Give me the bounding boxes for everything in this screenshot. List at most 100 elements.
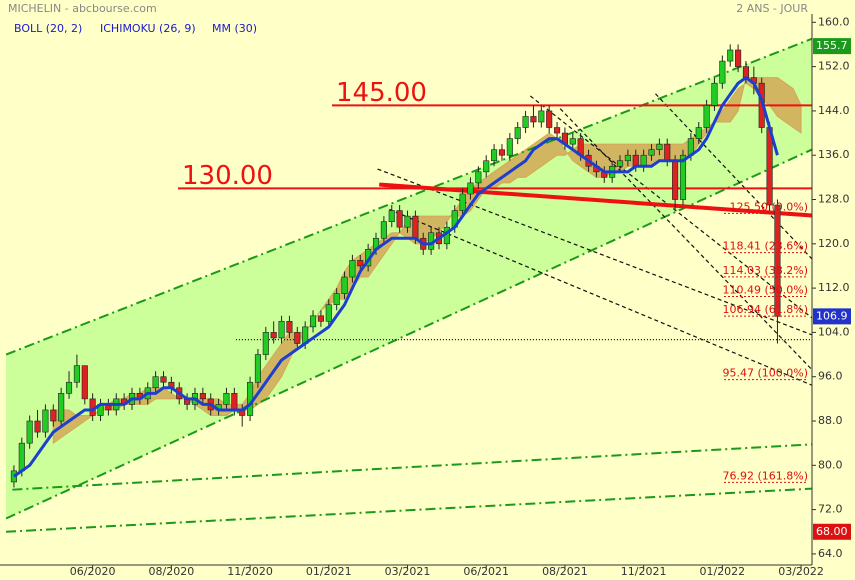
candle-body: [286, 321, 293, 333]
trendline: [12, 443, 812, 491]
candle-body: [616, 160, 624, 167]
legend-entry: ICHIMOKU (26, 9): [100, 22, 196, 35]
y-tick-label: 64.0: [818, 547, 843, 560]
candle-body: [317, 315, 324, 322]
y-tick-label: 144.0: [818, 104, 850, 117]
candle-body: [81, 365, 88, 400]
y-tick-label: 88.0: [818, 414, 843, 427]
legend-entry: MM (30): [212, 22, 257, 35]
candle-body: [152, 376, 159, 389]
x-tick-label: 11/2021: [621, 565, 667, 578]
candle-body: [396, 210, 403, 228]
candle-body: [380, 221, 387, 239]
candle-body: [672, 160, 679, 200]
y-tick-label: 152.0: [818, 60, 850, 73]
candle-body: [50, 409, 57, 422]
level-label: 145.00: [336, 78, 427, 108]
trendline: [559, 108, 812, 371]
candle-body: [506, 138, 513, 156]
candle-body: [34, 420, 41, 433]
trendline: [529, 95, 812, 319]
candle-body: [735, 49, 742, 67]
candle-body: [624, 154, 631, 162]
candle-body: [664, 143, 671, 162]
candle-body: [632, 154, 639, 167]
y-tick-label: 160.0: [818, 15, 850, 28]
trendline: [379, 182, 812, 218]
fib-label: 125.50 (0.0%): [729, 200, 808, 213]
price-tag: [813, 523, 851, 540]
y-tick-label: 80.0: [818, 458, 843, 471]
candle-body: [569, 138, 576, 145]
candle-body: [58, 393, 65, 422]
candle-body: [254, 354, 262, 383]
price-tag-label: 106.9: [816, 309, 848, 322]
candle-body: [18, 442, 25, 472]
fib-label: 76.92 (161.8%): [722, 469, 808, 482]
trendline: [377, 168, 812, 336]
candle-body: [467, 182, 474, 195]
trendline: [5, 148, 812, 520]
candle-body: [309, 315, 317, 328]
price-tag-label: 155.7: [816, 39, 848, 52]
candle-body: [498, 149, 506, 156]
candle-body: [703, 105, 710, 128]
candle-body: [656, 143, 663, 150]
fib-label: 95.47 (100.0%): [722, 367, 808, 380]
candle-body: [522, 116, 529, 128]
plot-area: [5, 37, 812, 533]
candle-body: [26, 420, 33, 444]
candle-body: [388, 210, 395, 222]
candle-body: [262, 332, 269, 355]
candle-body: [73, 365, 80, 383]
candle-body: [483, 160, 490, 173]
x-tick-label: 06/2021: [463, 565, 509, 578]
candle-body: [719, 60, 726, 84]
candle-body: [247, 381, 254, 416]
candle-body: [294, 332, 301, 344]
candle-body: [553, 127, 561, 134]
x-tick-label: 01/2021: [306, 565, 352, 578]
x-tick-label: 03/2022: [778, 565, 824, 578]
trendline: [6, 487, 812, 533]
y-tick-label: 96.0: [818, 370, 843, 383]
y-tick-label: 136.0: [818, 148, 850, 161]
candle-body: [270, 332, 277, 339]
chart-title: MICHELIN - abcbourse.com: [8, 2, 157, 15]
period-label: 2 ANS - JOUR: [736, 2, 808, 15]
candle-body: [199, 393, 206, 400]
price-tag: [813, 38, 851, 55]
price-tag-label: 68.00: [816, 525, 848, 538]
price-tag: [813, 308, 851, 325]
candle-body: [42, 409, 49, 433]
candle-body: [679, 154, 687, 200]
candles: [10, 44, 781, 488]
y-tick-label: 72.0: [818, 503, 843, 516]
candle-body: [711, 82, 718, 106]
fib-label: 114.03 (38.2%): [722, 264, 808, 277]
candle-body: [223, 393, 230, 405]
x-tick-label: 01/2022: [699, 565, 745, 578]
x-tick-label: 08/2021: [542, 565, 588, 578]
candle-body: [333, 293, 340, 306]
trendline: [5, 37, 812, 356]
candle-body: [349, 260, 356, 278]
candle-body: [514, 127, 521, 139]
x-tick-label: 08/2020: [149, 565, 195, 578]
candle-body: [357, 260, 364, 267]
y-tick-label: 128.0: [818, 193, 850, 206]
candle-body: [160, 376, 167, 383]
candle-body: [491, 149, 498, 162]
candle-body: [412, 215, 419, 239]
candle-body: [325, 304, 332, 322]
y-tick-label: 120.0: [818, 237, 850, 250]
x-tick-label: 06/2020: [70, 565, 116, 578]
y-tick-label: 104.0: [818, 325, 850, 338]
y-tick-label: 112.0: [818, 281, 850, 294]
fib-label: 106.94 (61.8%): [722, 303, 808, 316]
fib-label: 110.49 (50.0%): [722, 283, 808, 296]
candle-body: [459, 193, 466, 211]
candle-body: [640, 154, 647, 167]
fib-label: 118.41 (23.6%): [722, 240, 808, 253]
